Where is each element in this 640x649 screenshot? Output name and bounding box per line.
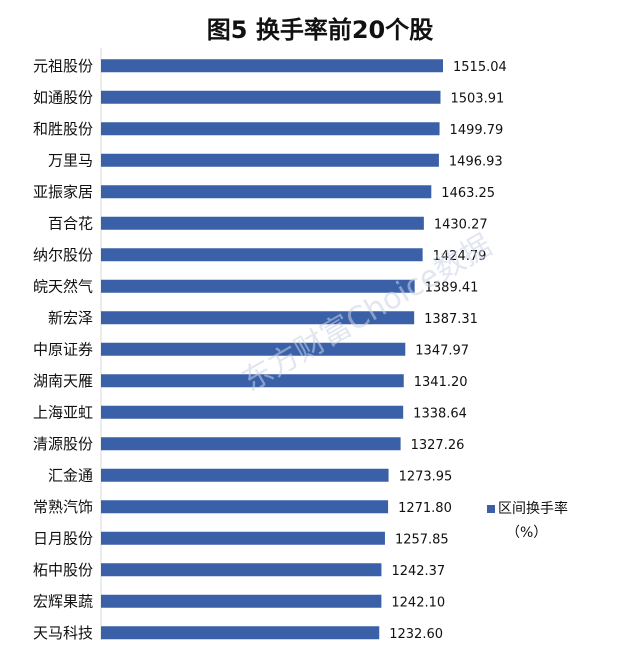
value-label: 1347.97 [415, 343, 469, 358]
value-label: 1463.25 [441, 186, 495, 201]
bar-9 [101, 311, 415, 325]
bars-group [101, 59, 443, 640]
bar-5 [101, 185, 432, 199]
value-label: 1327.26 [411, 438, 465, 453]
bar-15 [101, 500, 389, 514]
category-label: 和胜股份 [33, 120, 93, 138]
value-label: 1271.80 [398, 501, 452, 516]
value-label: 1499.79 [450, 123, 504, 138]
category-label: 上海亚虹 [33, 403, 93, 421]
value-label: 1496.93 [449, 154, 503, 169]
legend-label: 区间换手率 [498, 500, 568, 517]
value-label: 1242.10 [391, 595, 445, 610]
category-label: 新宏泽 [48, 309, 93, 327]
category-label: 万里马 [48, 151, 93, 169]
category-label: 如通股份 [33, 88, 93, 106]
chart-title: 图5 换手率前20个股 [207, 16, 433, 44]
category-label: 日月股份 [33, 529, 93, 547]
value-label: 1242.37 [391, 564, 445, 579]
value-label: 1338.64 [413, 406, 467, 421]
bar-17 [101, 563, 382, 577]
value-label: 1341.20 [414, 375, 468, 390]
bar-8 [101, 279, 415, 293]
value-label: 1387.31 [424, 312, 478, 327]
value-label: 1424.79 [433, 249, 487, 264]
bar-3 [101, 122, 440, 136]
category-label: 纳尔股份 [33, 246, 93, 264]
bar-2 [101, 90, 441, 104]
legend-swatch [487, 505, 495, 513]
bar-14 [101, 468, 389, 482]
category-label: 元祖股份 [33, 57, 93, 75]
category-labels: 元祖股份如通股份和胜股份万里马亚振家居百合花纳尔股份皖天然气新宏泽中原证券湖南天… [33, 57, 93, 642]
value-label: 1515.04 [453, 60, 507, 75]
category-label: 百合花 [48, 214, 93, 232]
category-label: 汇金通 [48, 466, 93, 484]
value-label: 1389.41 [425, 280, 479, 295]
legend-unit: （%） [506, 525, 547, 541]
category-label: 湖南天雁 [33, 372, 93, 390]
value-labels: 1515.04 1503.91 1499.79 1496.93 1463.25 1430.… [389, 60, 507, 642]
category-label: 亚振家居 [33, 183, 93, 201]
value-label: 1257.85 [395, 532, 449, 547]
bar-7 [101, 248, 423, 262]
bar-4 [101, 153, 439, 167]
value-label: 1503.91 [450, 91, 504, 106]
bar-19 [101, 626, 380, 640]
value-label: 1232.60 [389, 627, 443, 642]
value-label: 1273.95 [399, 469, 453, 484]
bar-11 [101, 374, 404, 388]
bar-16 [101, 531, 385, 545]
category-label: 皖天然气 [33, 277, 93, 295]
bar-13 [101, 437, 401, 451]
legend: 区间换手率 （%） [487, 500, 568, 541]
bar-1 [101, 59, 443, 73]
category-label: 清源股份 [33, 435, 93, 453]
category-label: 常熟汽饰 [33, 498, 93, 516]
bar-18 [101, 594, 382, 608]
value-label: 1430.27 [434, 217, 488, 232]
category-label: 天马科技 [33, 624, 93, 642]
category-label: 宏辉果蔬 [33, 592, 93, 610]
bar-10 [101, 342, 406, 356]
bar-12 [101, 405, 404, 419]
category-label: 中原证券 [33, 340, 93, 358]
category-label: 柘中股份 [33, 561, 93, 579]
bar-6 [101, 216, 424, 230]
